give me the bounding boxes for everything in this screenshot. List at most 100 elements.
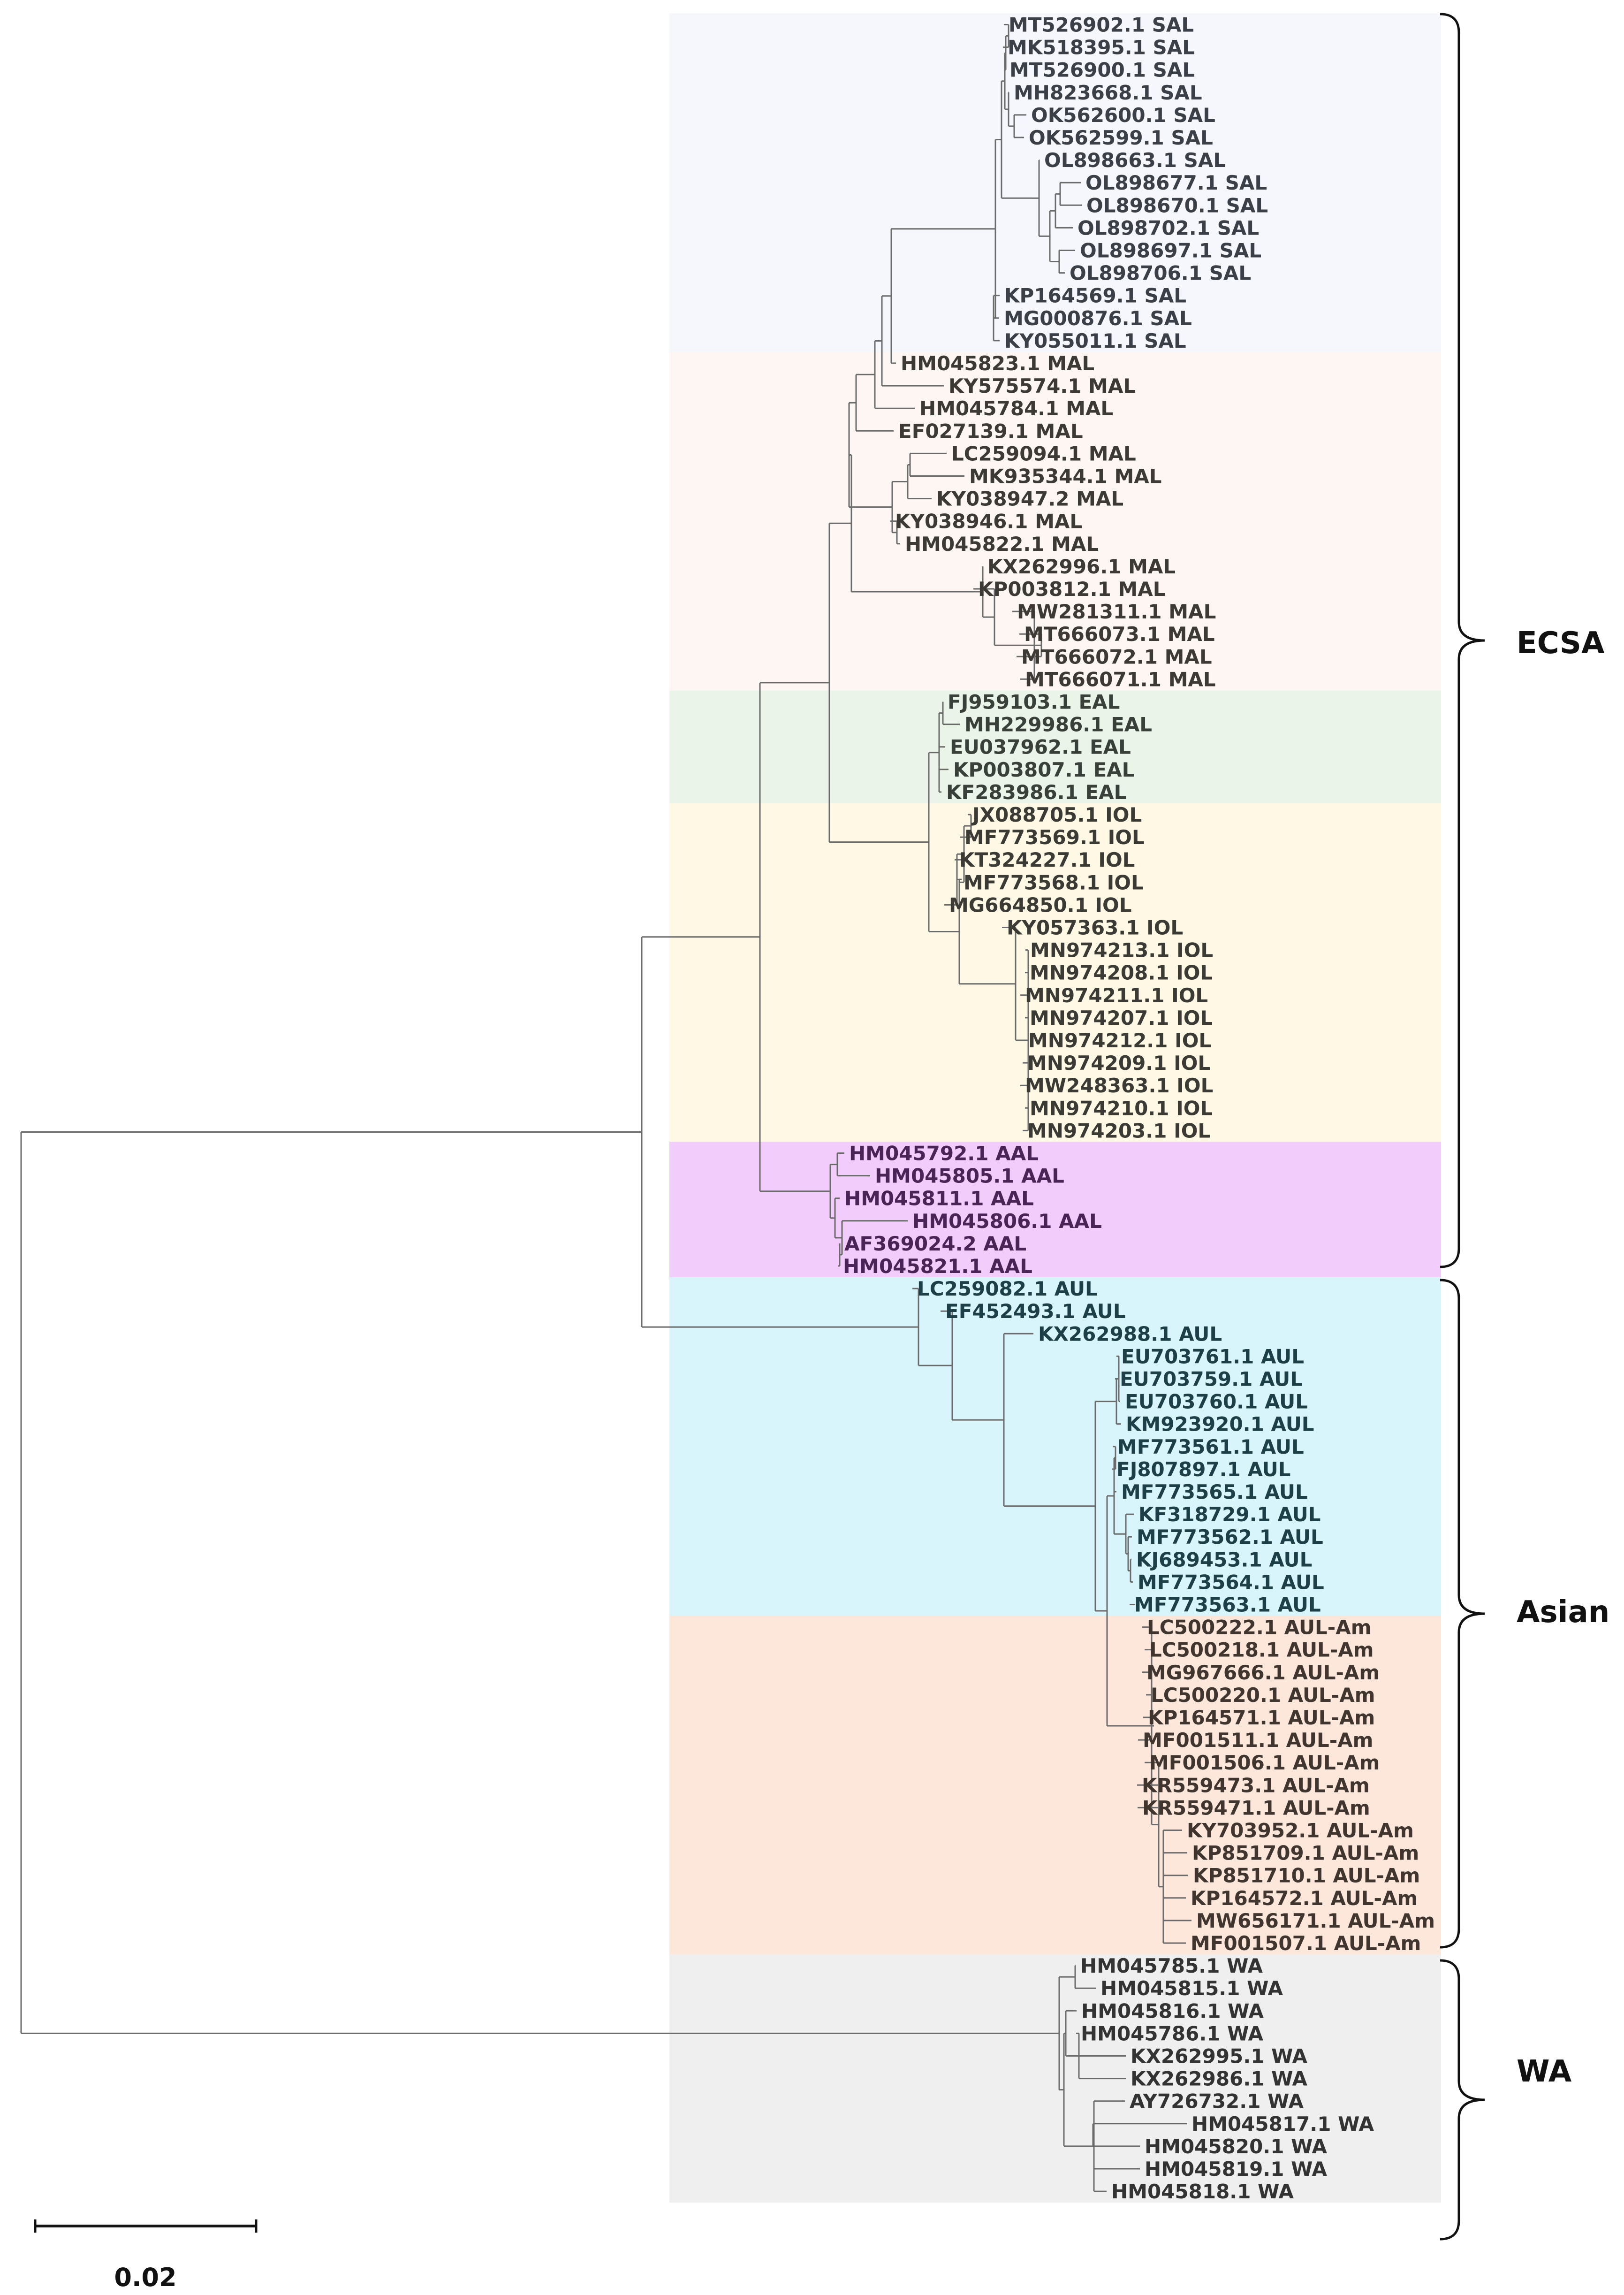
taxon-label: MG967666.1 AUL-Am bbox=[1146, 1661, 1380, 1684]
tree-branches bbox=[20, 24, 1191, 2192]
taxon-label: KR559471.1 AUL-Am bbox=[1142, 1796, 1370, 1819]
taxon-label: HM045805.1 AAL bbox=[875, 1165, 1064, 1188]
taxon-label: MT666071.1 MAL bbox=[1025, 668, 1216, 691]
taxon-label: MF773563.1 AUL bbox=[1134, 1594, 1321, 1616]
taxon-label: LC500222.1 AUL-Am bbox=[1147, 1616, 1372, 1639]
taxon-label: HM045819.1 WA bbox=[1145, 2158, 1328, 2181]
taxon-label: MF773562.1 AUL bbox=[1137, 1525, 1323, 1548]
taxon-label: MF001506.1 AUL-Am bbox=[1149, 1751, 1380, 1774]
taxon-label: HM045818.1 WA bbox=[1111, 2180, 1294, 2203]
taxon-label: OL898702.1 SAL bbox=[1078, 216, 1259, 239]
bracket-wa bbox=[1440, 1959, 1485, 2241]
taxon-label: MN974208.1 IOL bbox=[1030, 961, 1213, 984]
lineage-bands bbox=[669, 13, 1441, 2203]
band-wa bbox=[669, 1954, 1441, 2203]
taxon-label: HM045823.1 MAL bbox=[901, 352, 1094, 375]
taxon-label: MF001507.1 AUL-Am bbox=[1191, 1932, 1421, 1955]
taxon-label: MF773561.1 AUL bbox=[1117, 1435, 1304, 1458]
taxon-label: KX262986.1 WA bbox=[1131, 2067, 1308, 2090]
taxon-label: KP164571.1 AUL-Am bbox=[1148, 1706, 1375, 1729]
taxon-label: MN974213.1 IOL bbox=[1030, 939, 1213, 962]
taxon-label: KP003812.1 MAL bbox=[978, 578, 1166, 601]
taxon-label: KF283986.1 EAL bbox=[946, 781, 1126, 804]
clade-label-wa: WA bbox=[1517, 2054, 1572, 2089]
taxon-label: MN974207.1 IOL bbox=[1030, 1006, 1213, 1029]
band-sal bbox=[669, 13, 1441, 352]
taxon-label: OL898670.1 SAL bbox=[1086, 194, 1268, 217]
taxon-label: MK935344.1 MAL bbox=[969, 465, 1162, 488]
taxon-label: MF773565.1 AUL bbox=[1121, 1480, 1308, 1503]
taxon-label: MT666072.1 MAL bbox=[1021, 645, 1212, 668]
taxon-label: MT666073.1 MAL bbox=[1024, 623, 1215, 646]
taxon-label: FJ959103.1 EAL bbox=[948, 691, 1120, 714]
taxon-label: HM045806.1 AAL bbox=[912, 1210, 1102, 1233]
taxon-label: EF027139.1 MAL bbox=[898, 419, 1083, 442]
scale-bar-label: 0.02 bbox=[114, 2263, 176, 2292]
taxon-label: OK562600.1 SAL bbox=[1031, 104, 1215, 127]
taxon-label: EU703760.1 AUL bbox=[1125, 1390, 1308, 1413]
taxon-label: KP851709.1 AUL-Am bbox=[1192, 1842, 1419, 1865]
taxon-label: MW248363.1 IOL bbox=[1025, 1074, 1213, 1097]
taxon-label: MT526900.1 SAL bbox=[1009, 59, 1195, 82]
taxon-label: MN974203.1 IOL bbox=[1027, 1119, 1210, 1142]
taxon-label: HM045816.1 WA bbox=[1081, 1999, 1264, 2022]
taxon-label: MW656171.1 AUL-Am bbox=[1196, 1909, 1435, 1932]
band-iol bbox=[669, 803, 1441, 1142]
taxon-label: OL898677.1 SAL bbox=[1085, 171, 1267, 194]
taxon-label: KM923920.1 AUL bbox=[1126, 1413, 1314, 1436]
taxon-label: OL898706.1 SAL bbox=[1070, 262, 1251, 285]
taxon-label: AY726732.1 WA bbox=[1130, 2090, 1304, 2113]
taxon-label: KR559473.1 AUL-Am bbox=[1142, 1774, 1370, 1797]
taxon-label: OK562599.1 SAL bbox=[1029, 126, 1213, 149]
taxon-label: MW281311.1 MAL bbox=[1017, 600, 1216, 623]
taxon-label: KY575574.1 MAL bbox=[949, 374, 1136, 397]
taxon-label: MG000876.1 SAL bbox=[1004, 307, 1192, 330]
taxon-label: KP003807.1 EAL bbox=[953, 758, 1134, 781]
taxon-label: KX262988.1 AUL bbox=[1038, 1322, 1222, 1345]
taxon-label: MN974209.1 IOL bbox=[1027, 1052, 1210, 1075]
taxon-label: KY038946.1 MAL bbox=[895, 510, 1082, 533]
taxon-label: FJ807897.1 AUL bbox=[1116, 1458, 1291, 1481]
taxon-label: HM045817.1 WA bbox=[1191, 2112, 1374, 2135]
band-mal bbox=[669, 352, 1441, 691]
taxon-label: KY038947.2 MAL bbox=[936, 488, 1123, 511]
clade-label-ecsa: ECSA bbox=[1517, 626, 1605, 661]
taxon-label: HM045821.1 AAL bbox=[843, 1255, 1032, 1278]
taxon-label: MF773568.1 IOL bbox=[964, 871, 1144, 894]
taxon-label: EU037962.1 EAL bbox=[950, 736, 1131, 759]
taxon-label: LC500220.1 AUL-Am bbox=[1151, 1684, 1375, 1707]
taxon-label: HM045784.1 MAL bbox=[919, 397, 1113, 420]
taxon-label: MF001511.1 AUL-Am bbox=[1143, 1729, 1373, 1752]
taxon-label: EU703759.1 AUL bbox=[1120, 1368, 1303, 1391]
taxon-label: KT324227.1 IOL bbox=[959, 848, 1135, 871]
taxon-label: MF773564.1 AUL bbox=[1138, 1571, 1324, 1594]
clade-label-asian: Asian bbox=[1517, 1595, 1609, 1630]
band-eal bbox=[669, 690, 1441, 803]
taxon-label: MH823668.1 SAL bbox=[1014, 81, 1202, 104]
taxon-label: OL898697.1 SAL bbox=[1080, 239, 1261, 262]
taxon-label: OL898663.1 SAL bbox=[1044, 149, 1226, 172]
band-aul bbox=[669, 1277, 1441, 1616]
taxon-label: MH229986.1 EAL bbox=[964, 713, 1152, 736]
taxon-label: LC259082.1 AUL bbox=[917, 1277, 1098, 1300]
taxon-label: KP164569.1 SAL bbox=[1004, 284, 1186, 307]
taxon-label: KJ689453.1 AUL bbox=[1136, 1548, 1312, 1571]
taxon-label: KP851710.1 AUL-Am bbox=[1193, 1864, 1420, 1887]
taxon-label: HM045785.1 WA bbox=[1080, 1954, 1263, 1977]
taxon-label: KY055011.1 SAL bbox=[1004, 329, 1186, 352]
taxon-label: HM045811.1 AAL bbox=[844, 1187, 1034, 1210]
taxon-label: MT526902.1 SAL bbox=[1009, 14, 1194, 37]
bracket-ecsa bbox=[1440, 13, 1485, 1268]
taxon-label: KX262995.1 WA bbox=[1131, 2045, 1308, 2068]
band-aul-am bbox=[669, 1616, 1441, 1954]
taxon-label: MK518395.1 SAL bbox=[1008, 36, 1195, 59]
band-aal bbox=[669, 1142, 1441, 1277]
taxon-label: KX262996.1 MAL bbox=[987, 555, 1176, 578]
taxon-label: MG664850.1 IOL bbox=[949, 893, 1132, 916]
taxon-label: MN974212.1 IOL bbox=[1028, 1029, 1211, 1052]
taxon-label: JX088705.1 IOL bbox=[971, 803, 1142, 826]
taxon-label: MF773569.1 IOL bbox=[964, 826, 1145, 849]
taxon-label: HM045786.1 WA bbox=[1081, 2022, 1264, 2045]
